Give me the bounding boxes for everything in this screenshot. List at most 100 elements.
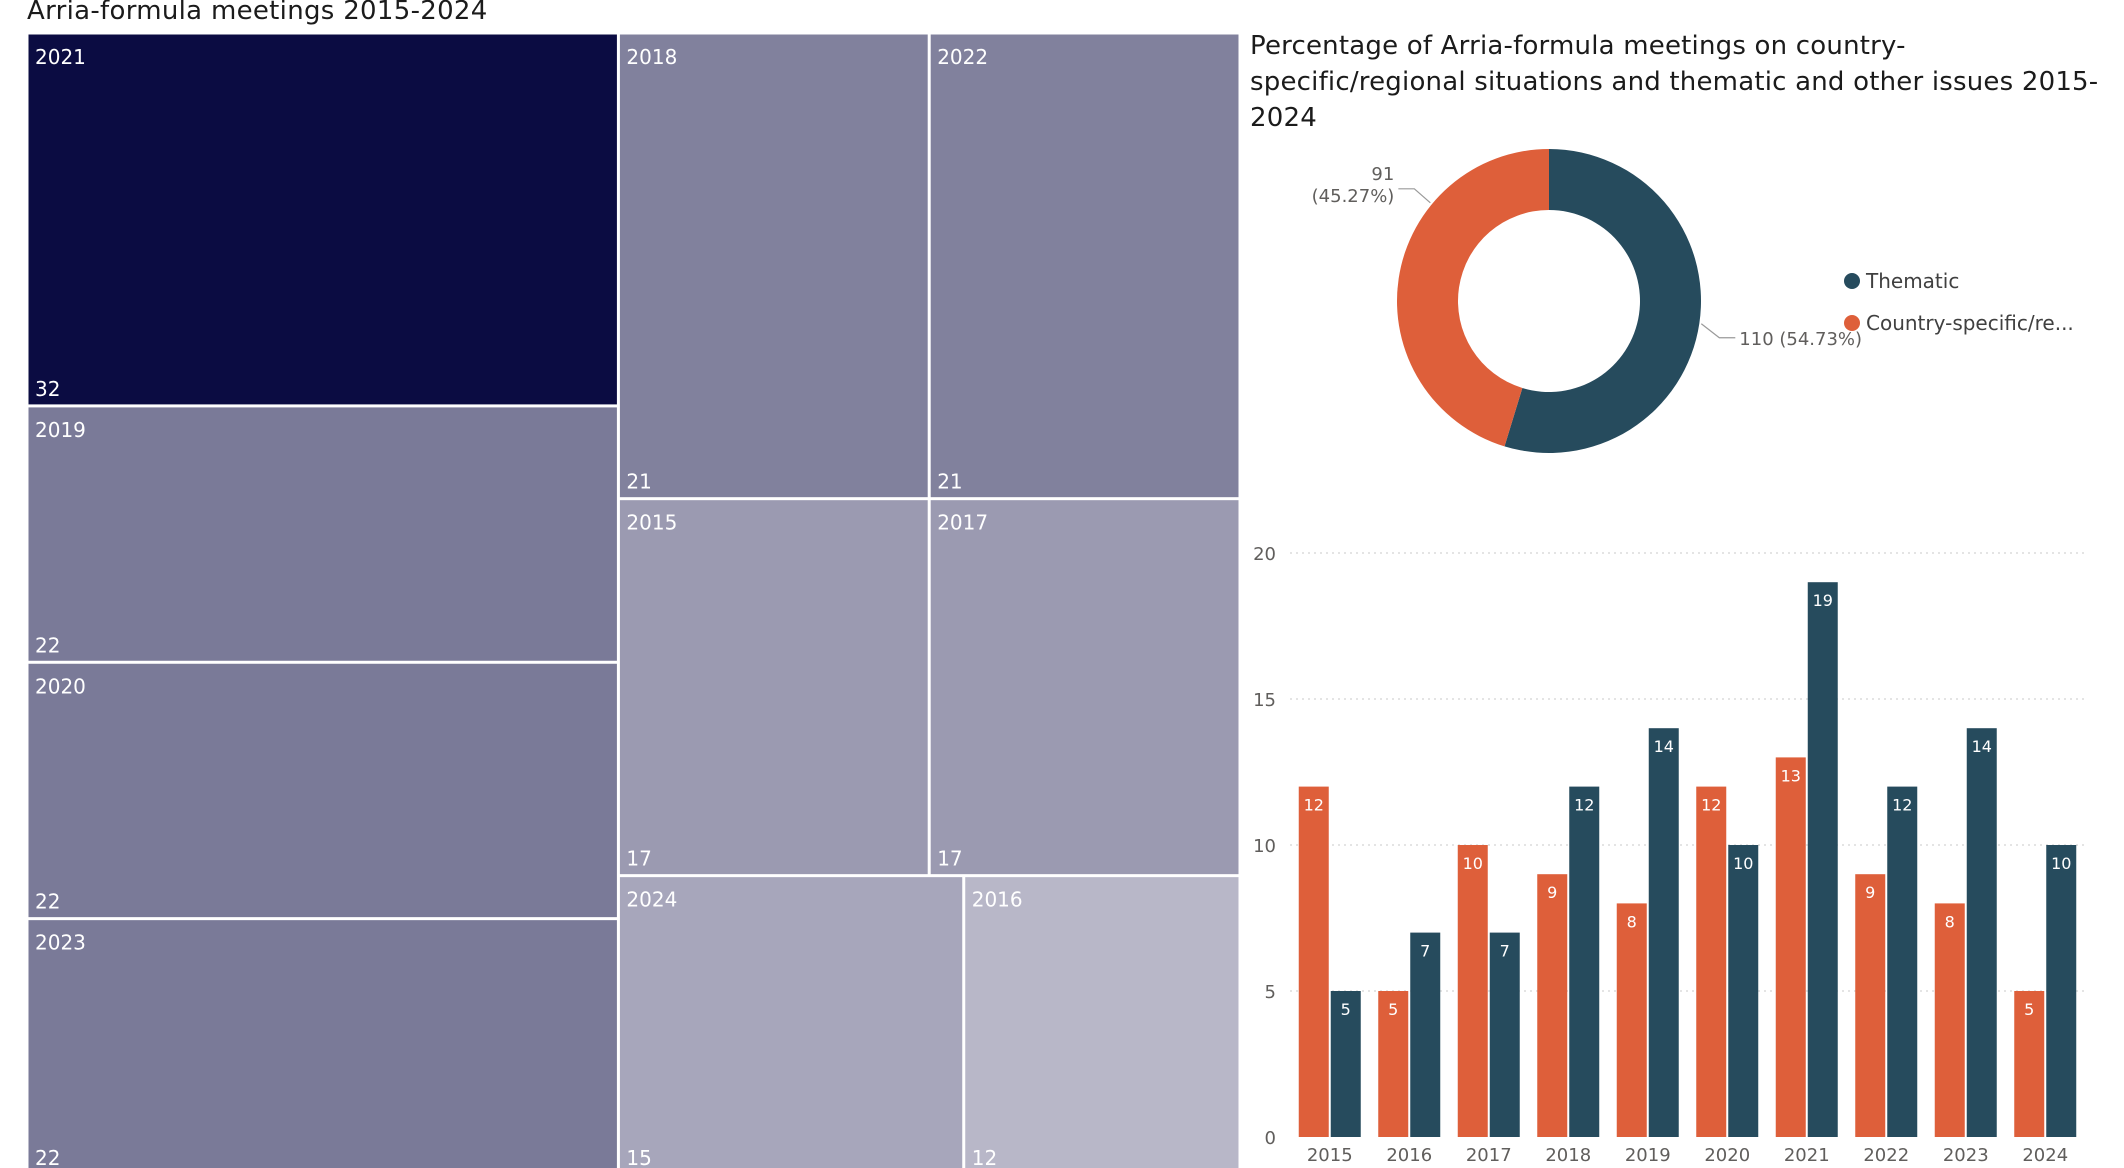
bar-chart: 0 5 10 15 20 12 5 2015 5 7 2016 10 7 2017 9 12 2018 8 14 20… [1253, 544, 2085, 1166]
bar-country-specific-2017[interactable]: 10 [1457, 845, 1488, 1137]
bar-data-label: 5 [1388, 1000, 1398, 1019]
treemap-value-label: 32 [35, 377, 60, 401]
treemap-cell-2020[interactable]: 2020 22 [28, 663, 617, 918]
treemap-rect [619, 877, 963, 1168]
treemap-category-label: 2021 [35, 45, 86, 69]
x-tick-label: 2024 [2022, 1145, 2068, 1166]
donut-label-country-percent: (45.27%) [1312, 186, 1395, 207]
bar-data-label: 9 [1547, 883, 1557, 902]
bar-data-label: 10 [1463, 854, 1483, 873]
donut-chart-title: Percentage of Arria-formula meetings on … [1250, 31, 2099, 133]
bar-rect [1966, 728, 1997, 1137]
legend-marker [1844, 315, 1860, 331]
bar-data-label: 8 [1945, 912, 1955, 931]
bar-thematic-2019[interactable]: 14 [1648, 728, 1679, 1137]
bar-data-label: 13 [1781, 766, 1801, 785]
donut-slice-country-specific[interactable] [1397, 149, 1549, 447]
bar-country-specific-2020[interactable]: 12 [1696, 786, 1727, 1137]
bar-rect [1855, 874, 1886, 1137]
y-tick-label: 5 [1265, 982, 1276, 1003]
treemap-value-label: 17 [626, 847, 651, 871]
donut-label-thematic: 110 (54.73%) [1739, 329, 1862, 350]
treemap-cell-2021[interactable]: 2021 32 [28, 34, 617, 405]
treemap-category-label: 2015 [626, 511, 677, 535]
x-tick-label: 2016 [1386, 1145, 1432, 1166]
x-tick-label: 2021 [1784, 1145, 1830, 1166]
treemap-value-label: 12 [972, 1146, 997, 1168]
treemap-cell-2017[interactable]: 2017 17 [930, 500, 1239, 875]
treemap-rect [28, 920, 617, 1168]
bar-country-specific-2021[interactable]: 13 [1775, 757, 1806, 1137]
treemap-rect [965, 877, 1239, 1168]
bar-thematic-2020[interactable]: 10 [1728, 845, 1759, 1137]
y-tick-label: 0 [1265, 1128, 1276, 1149]
treemap-rect [930, 34, 1239, 498]
bar-rect [1775, 757, 1806, 1137]
bar-rect [1457, 845, 1488, 1137]
treemap-category-label: 2024 [626, 888, 677, 912]
x-tick-label: 2022 [1863, 1145, 1909, 1166]
bar-thematic-2021[interactable]: 19 [1807, 582, 1838, 1137]
bar-rect [2014, 991, 2045, 1137]
bar-data-label: 12 [1574, 796, 1594, 815]
treemap-category-label: 2016 [972, 888, 1023, 912]
treemap-value-label: 15 [626, 1146, 651, 1168]
legend-item-country-specific[interactable]: Country-specific/re... [1844, 311, 2074, 335]
bar-country-specific-2024[interactable]: 5 [2014, 991, 2045, 1137]
donut-slice-thematic[interactable] [1504, 149, 1702, 454]
treemap-rect [28, 407, 617, 661]
y-tick-label: 10 [1253, 836, 1276, 857]
treemap-value-label: 22 [35, 1146, 60, 1168]
treemap-value-label: 22 [35, 633, 60, 657]
bar-thematic-2023[interactable]: 14 [1966, 728, 1997, 1137]
bar-thematic-2018[interactable]: 12 [1569, 786, 1600, 1137]
bar-rect [1298, 786, 1329, 1137]
x-tick-label: 2020 [1704, 1145, 1750, 1166]
bar-country-specific-2023[interactable]: 8 [1934, 903, 1965, 1137]
donut-leader-line-country [1398, 188, 1431, 204]
bar-rect [1728, 845, 1759, 1137]
treemap-category-label: 2020 [35, 674, 86, 698]
treemap-cell-2018[interactable]: 2018 21 [619, 34, 928, 498]
x-tick-label: 2019 [1625, 1145, 1671, 1166]
bar-rect [1489, 932, 1520, 1137]
bar-rect [1807, 582, 1838, 1137]
bar-thematic-2022[interactable]: 12 [1887, 786, 1918, 1137]
donut-legend: Thematic Country-specific/re... [1844, 269, 2074, 335]
x-tick-label: 2023 [1943, 1145, 1989, 1166]
treemap-cell-2024[interactable]: 2024 15 [619, 877, 963, 1168]
treemap-rect [619, 34, 928, 498]
bar-data-label: 19 [1813, 591, 1833, 610]
bar-data-label: 5 [2024, 1000, 2034, 1019]
bar-thematic-2015[interactable]: 5 [1330, 991, 1361, 1137]
bar-data-label: 12 [1304, 796, 1324, 815]
treemap-cell-2019[interactable]: 2019 22 [28, 407, 617, 661]
bar-data-label: 7 [1500, 942, 1510, 961]
bar-country-specific-2015[interactable]: 12 [1298, 786, 1329, 1137]
bar-thematic-2017[interactable]: 7 [1489, 932, 1520, 1137]
bar-thematic-2024[interactable]: 10 [2046, 845, 2077, 1137]
treemap-category-label: 2018 [626, 45, 677, 69]
donut-label-country-value: 91 [1371, 164, 1394, 185]
donut-chart: 110 (54.73%) 91(45.27%) [1312, 149, 1862, 454]
y-tick-label: 15 [1253, 690, 1276, 711]
x-tick-label: 2018 [1545, 1145, 1591, 1166]
bar-country-specific-2019[interactable]: 8 [1616, 903, 1647, 1137]
treemap-cell-2015[interactable]: 2015 17 [619, 500, 928, 875]
treemap-cell-2022[interactable]: 2022 21 [930, 34, 1239, 498]
treemap-cell-2016[interactable]: 2016 12 [965, 877, 1239, 1168]
bar-thematic-2016[interactable]: 7 [1410, 932, 1441, 1137]
legend-item-thematic[interactable]: Thematic [1844, 269, 1959, 293]
treemap-rect [930, 500, 1239, 875]
treemap-rect [619, 500, 928, 875]
bar-country-specific-2016[interactable]: 5 [1378, 991, 1409, 1137]
bar-data-label: 10 [1733, 854, 1753, 873]
donut-leader-line-thematic [1700, 323, 1736, 339]
bar-country-specific-2018[interactable]: 9 [1537, 874, 1568, 1137]
legend-marker [1844, 273, 1860, 289]
bar-country-specific-2022[interactable]: 9 [1855, 874, 1886, 1137]
treemap-cell-2023[interactable]: 2023 22 [28, 920, 617, 1168]
